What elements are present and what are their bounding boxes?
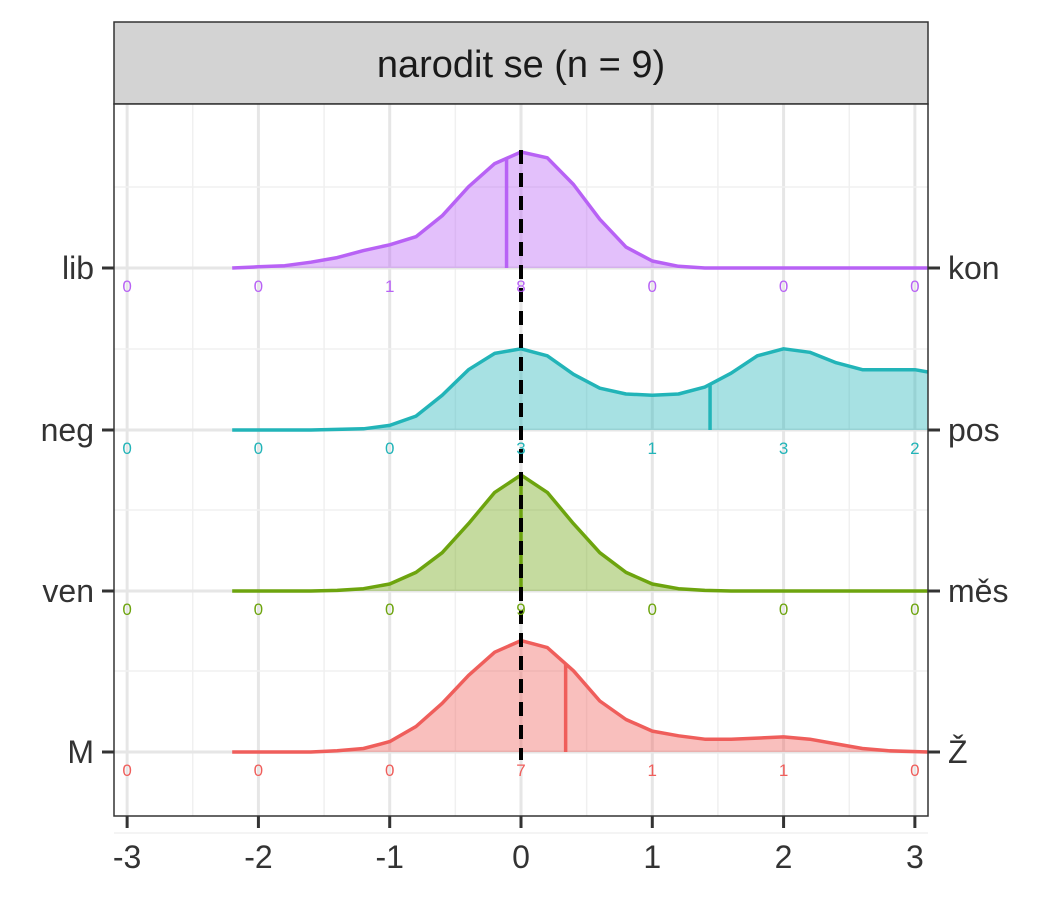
count-label: 1 [648, 761, 657, 780]
left-label: M [67, 734, 94, 770]
count-label: 0 [779, 277, 788, 296]
count-label: 0 [910, 277, 919, 296]
right-label: Ž [948, 734, 968, 770]
left-label: lib [62, 250, 94, 286]
left-label: neg [41, 412, 94, 448]
left-label: ven [42, 573, 94, 609]
count-label: 3 [516, 439, 525, 458]
right-label: měs [948, 573, 1008, 609]
x-tick-label: 0 [512, 839, 530, 875]
count-label: 0 [254, 439, 263, 458]
count-label: 0 [122, 761, 131, 780]
count-label: 0 [254, 761, 263, 780]
x-tick-label: -2 [244, 839, 272, 875]
count-label: 0 [385, 761, 394, 780]
axes: lib kon neg pos ven měs M Ž -3 -2 -1 0 1 2 3 [41, 250, 1009, 875]
count-label: 0 [254, 600, 263, 619]
x-tick-label: 2 [775, 839, 793, 875]
count-label: 7 [516, 761, 525, 780]
count-label: 0 [122, 600, 131, 619]
count-label: 2 [910, 439, 919, 458]
count-label: 0 [385, 439, 394, 458]
count-label: 0 [910, 761, 919, 780]
density-curve [232, 638, 929, 754]
ridges [232, 150, 929, 754]
count-label: 0 [385, 600, 394, 619]
count-label: 0 [779, 600, 788, 619]
x-tick-label: -3 [113, 839, 141, 875]
count-label: 0 [122, 439, 131, 458]
count-label: 0 [122, 277, 131, 296]
density-curve [232, 150, 928, 270]
density-area [232, 640, 928, 752]
count-label: 3 [779, 439, 788, 458]
x-tick-label: 3 [906, 839, 924, 875]
count-label: 0 [648, 600, 657, 619]
count-label: 0 [254, 277, 263, 296]
density-area [232, 152, 928, 268]
facet-title: narodit se (n = 9) [377, 44, 665, 86]
count-label: 1 [385, 277, 394, 296]
density-curve [232, 347, 929, 432]
facet-strip [113, 21, 929, 105]
count-label: 0 [648, 277, 657, 296]
x-tick-label: 1 [643, 839, 661, 875]
density-area [232, 348, 928, 430]
right-label: kon [948, 250, 1000, 286]
count-label: 1 [779, 761, 788, 780]
count-label: 1 [648, 439, 657, 458]
count-label: 9 [516, 600, 525, 619]
x-tick-label: -1 [375, 839, 403, 875]
count-label: 8 [516, 277, 525, 296]
count-label: 0 [910, 600, 919, 619]
count-labels: 0 0 1 8 0 0 0 0 0 0 3 1 3 2 0 0 0 9 0 0 0 0 0 0 7 1 1 0 [122, 277, 919, 780]
right-label: pos [948, 412, 1000, 448]
